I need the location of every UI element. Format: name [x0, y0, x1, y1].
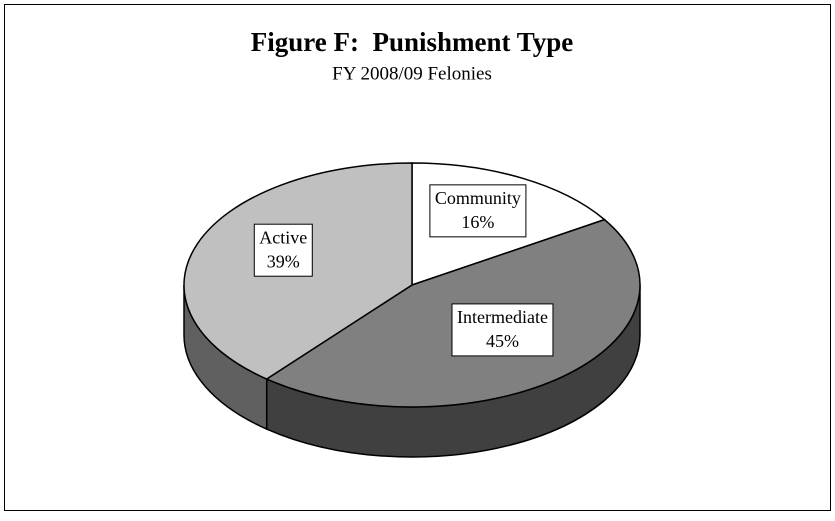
chart-title: Figure F: Punishment Type	[251, 27, 574, 57]
data-label: Community 16%	[429, 184, 527, 238]
slice-category: Intermediate	[457, 307, 548, 327]
data-label: Active 39%	[253, 223, 313, 277]
pie-labels: Community 16% Intermediate 45% Active 39%	[253, 184, 554, 357]
label-box	[253, 223, 313, 277]
slice-category: Community	[435, 188, 521, 208]
slice-value: 16%	[461, 212, 494, 232]
label-box	[429, 184, 527, 238]
slice-category: Active	[259, 227, 307, 247]
slice-value: 45%	[486, 331, 519, 351]
chart-subtitle: FY 2008/09 Felonies	[332, 63, 492, 84]
data-label: Intermediate 45%	[451, 303, 554, 357]
pie-tops	[183, 162, 641, 408]
label-box	[451, 303, 554, 357]
slice-value: 39%	[267, 251, 300, 271]
